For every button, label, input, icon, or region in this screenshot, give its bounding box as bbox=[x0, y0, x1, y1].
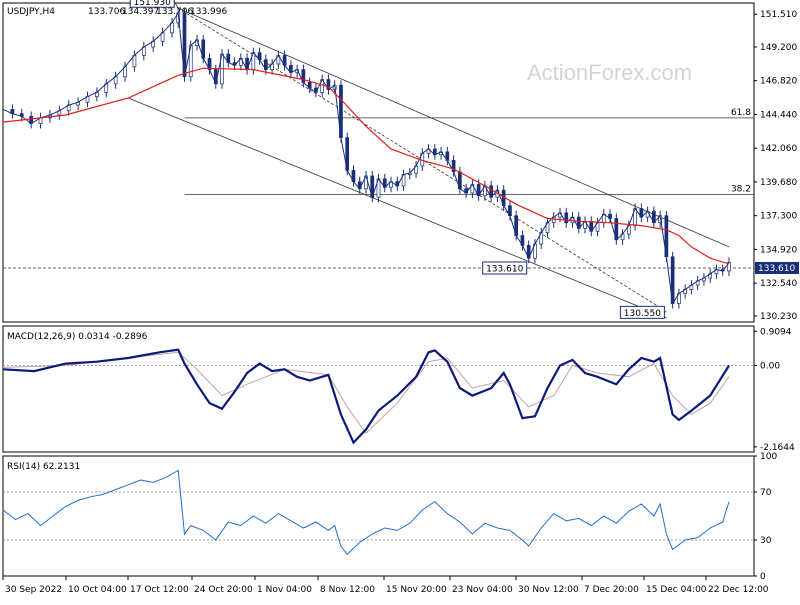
x-tick-label: 15 Nov 20:00 bbox=[386, 585, 447, 595]
price-close-line bbox=[2, 11, 730, 306]
rsi-y-tick-label: 70 bbox=[760, 488, 772, 498]
x-tick-label: 30 Nov 12:00 bbox=[518, 585, 579, 595]
x-tick-label: 8 Nov 12:00 bbox=[320, 585, 375, 595]
annotation-box bbox=[619, 305, 665, 319]
price-y-tick-label: 142.060 bbox=[760, 144, 797, 154]
macd-layer bbox=[2, 348, 754, 445]
price-y-tick-label: 139.680 bbox=[760, 178, 797, 188]
price-y-tick-label: 149.200 bbox=[760, 43, 797, 53]
rsi-layer bbox=[2, 469, 754, 556]
low-value: 133.706 bbox=[156, 7, 193, 17]
rsi-y-tick-label: 100 bbox=[760, 452, 777, 462]
x-tick-label: 10 Oct 04:00 bbox=[68, 585, 127, 595]
open-value: 133.706 bbox=[88, 7, 125, 17]
price-y-tick-label: 134.920 bbox=[760, 245, 797, 255]
price-y-tick-label: 151.510 bbox=[760, 10, 797, 20]
price-y-tick-label: 144.440 bbox=[760, 110, 797, 120]
moving-average-line bbox=[2, 67, 730, 265]
macd-panel-frame bbox=[2, 325, 755, 453]
candle-body bbox=[727, 262, 731, 272]
high-value: 134.397 bbox=[122, 7, 159, 17]
macd-line bbox=[2, 348, 730, 445]
fib-level-label: 38.2 bbox=[731, 184, 751, 194]
x-tick-label: 1 Nov 04:00 bbox=[257, 585, 312, 595]
macd-label: MACD(12,26,9) 0.0314 -0.2896 bbox=[7, 332, 148, 342]
rsi-y-tick-label: 30 bbox=[760, 536, 772, 546]
macd-signal-line bbox=[2, 351, 730, 434]
rsi-y-tick-label: 0 bbox=[760, 572, 766, 582]
watermark: ActionForex.com bbox=[527, 60, 692, 85]
x-tick-label: 23 Nov 04:00 bbox=[452, 585, 513, 595]
annotation-box bbox=[482, 261, 528, 275]
axis-layer: 151.510 149.200 146.820 144.440 142.060 139.6… bbox=[2, 10, 799, 595]
price-y-tick-label: 137.300 bbox=[760, 212, 797, 222]
macd-y-tick-label: 0.9094 bbox=[760, 327, 792, 337]
last-price-box bbox=[755, 261, 799, 274]
annotation-label: 133.610 bbox=[486, 264, 523, 274]
close-value: 133.996 bbox=[190, 7, 227, 17]
last-price-label: 133.610 bbox=[758, 264, 795, 274]
rsi-line bbox=[2, 469, 730, 556]
channel-lower-line bbox=[128, 97, 667, 319]
x-tick-label: 22 Dec 12:00 bbox=[708, 585, 769, 595]
annotation-box bbox=[129, 0, 175, 8]
x-tick-label: 24 Oct 20:00 bbox=[194, 585, 253, 595]
annotation-leader bbox=[173, 1, 179, 9]
price-y-tick-label: 130.230 bbox=[760, 312, 797, 322]
x-tick-label: 7 Dec 20:00 bbox=[584, 585, 639, 595]
annotation-label: 130.550 bbox=[624, 309, 661, 319]
macd-y-tick-label: 0.00 bbox=[760, 361, 780, 371]
x-tick-label: 15 Dec 04:00 bbox=[646, 585, 707, 595]
price-panel-frame bbox=[2, 2, 755, 323]
price-y-tick-label: 132.540 bbox=[760, 279, 797, 289]
macd-y-tick-label: -2.1644 bbox=[760, 443, 795, 453]
channel-upper-line bbox=[178, 7, 730, 248]
price-y-tick-label: 146.820 bbox=[760, 77, 797, 87]
rsi-panel-frame bbox=[2, 455, 755, 577]
annotation-label: 151.930 bbox=[134, 0, 171, 8]
price-layer: 61.8 38.2 151.930 133.610 130.550 bbox=[2, 0, 754, 319]
rsi-label: RSI(14) 62.2131 bbox=[7, 462, 80, 472]
x-tick-label: 30 Sep 2022 bbox=[5, 585, 62, 595]
x-tick-label: 17 Oct 12:00 bbox=[130, 585, 189, 595]
symbol-label: USDJPY,H4 bbox=[7, 7, 55, 17]
fib-level-label: 61.8 bbox=[731, 108, 751, 118]
